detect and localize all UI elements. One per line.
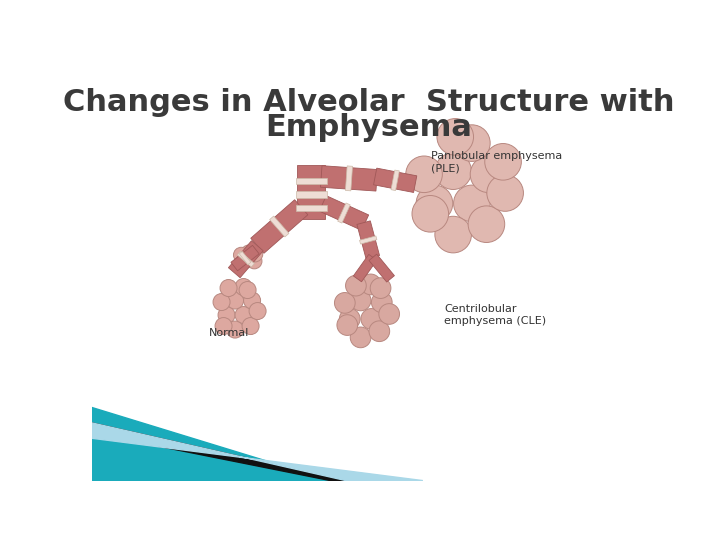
Circle shape xyxy=(335,293,355,313)
Circle shape xyxy=(346,275,366,296)
Polygon shape xyxy=(92,423,346,481)
Circle shape xyxy=(350,327,371,348)
Polygon shape xyxy=(319,195,369,231)
Circle shape xyxy=(215,318,232,335)
Circle shape xyxy=(454,125,490,161)
Text: Emphysema: Emphysema xyxy=(266,112,472,141)
Circle shape xyxy=(454,185,490,222)
Polygon shape xyxy=(238,252,254,267)
Circle shape xyxy=(235,307,252,323)
Circle shape xyxy=(339,308,360,329)
Polygon shape xyxy=(297,165,325,219)
Polygon shape xyxy=(296,178,327,184)
Circle shape xyxy=(248,247,263,262)
Text: Centrilobular
emphysema (CLE): Centrilobular emphysema (CLE) xyxy=(444,303,546,326)
Polygon shape xyxy=(320,166,377,191)
Circle shape xyxy=(370,278,391,299)
Circle shape xyxy=(416,185,453,222)
Polygon shape xyxy=(391,170,400,191)
Polygon shape xyxy=(354,254,377,282)
Polygon shape xyxy=(92,408,330,481)
Polygon shape xyxy=(338,203,350,223)
Polygon shape xyxy=(374,168,417,192)
Circle shape xyxy=(227,321,243,338)
Circle shape xyxy=(241,245,256,260)
Polygon shape xyxy=(357,221,379,259)
Polygon shape xyxy=(296,192,327,198)
Circle shape xyxy=(379,303,400,325)
Circle shape xyxy=(369,321,390,342)
Circle shape xyxy=(437,119,474,155)
Circle shape xyxy=(350,290,371,310)
Text: Normal: Normal xyxy=(209,328,249,338)
Polygon shape xyxy=(92,423,423,481)
Polygon shape xyxy=(296,205,327,211)
Circle shape xyxy=(360,274,381,295)
Polygon shape xyxy=(228,241,264,278)
Circle shape xyxy=(218,307,235,323)
Circle shape xyxy=(412,195,449,232)
Circle shape xyxy=(487,175,523,211)
Circle shape xyxy=(233,247,249,262)
Circle shape xyxy=(372,292,392,313)
Circle shape xyxy=(213,294,230,310)
Polygon shape xyxy=(346,166,353,191)
Circle shape xyxy=(243,292,261,309)
Circle shape xyxy=(435,153,472,190)
Polygon shape xyxy=(369,254,395,282)
Polygon shape xyxy=(231,245,259,271)
Circle shape xyxy=(435,217,472,253)
Circle shape xyxy=(337,315,358,335)
Circle shape xyxy=(246,253,262,269)
Circle shape xyxy=(468,206,505,242)
Text: Changes in Alveolar  Structure with: Changes in Alveolar Structure with xyxy=(63,88,675,117)
Polygon shape xyxy=(239,252,251,265)
Text: Panlobular emphysema
(PLE): Panlobular emphysema (PLE) xyxy=(431,151,562,173)
Circle shape xyxy=(239,281,256,299)
Circle shape xyxy=(227,292,243,309)
Circle shape xyxy=(242,318,259,335)
Circle shape xyxy=(406,156,442,193)
Polygon shape xyxy=(270,216,289,237)
Circle shape xyxy=(470,156,507,193)
Circle shape xyxy=(235,279,252,295)
Polygon shape xyxy=(359,236,377,244)
Circle shape xyxy=(237,253,252,269)
Circle shape xyxy=(249,302,266,320)
Circle shape xyxy=(485,144,521,180)
Circle shape xyxy=(361,308,382,329)
Polygon shape xyxy=(251,200,308,253)
Circle shape xyxy=(220,280,237,296)
